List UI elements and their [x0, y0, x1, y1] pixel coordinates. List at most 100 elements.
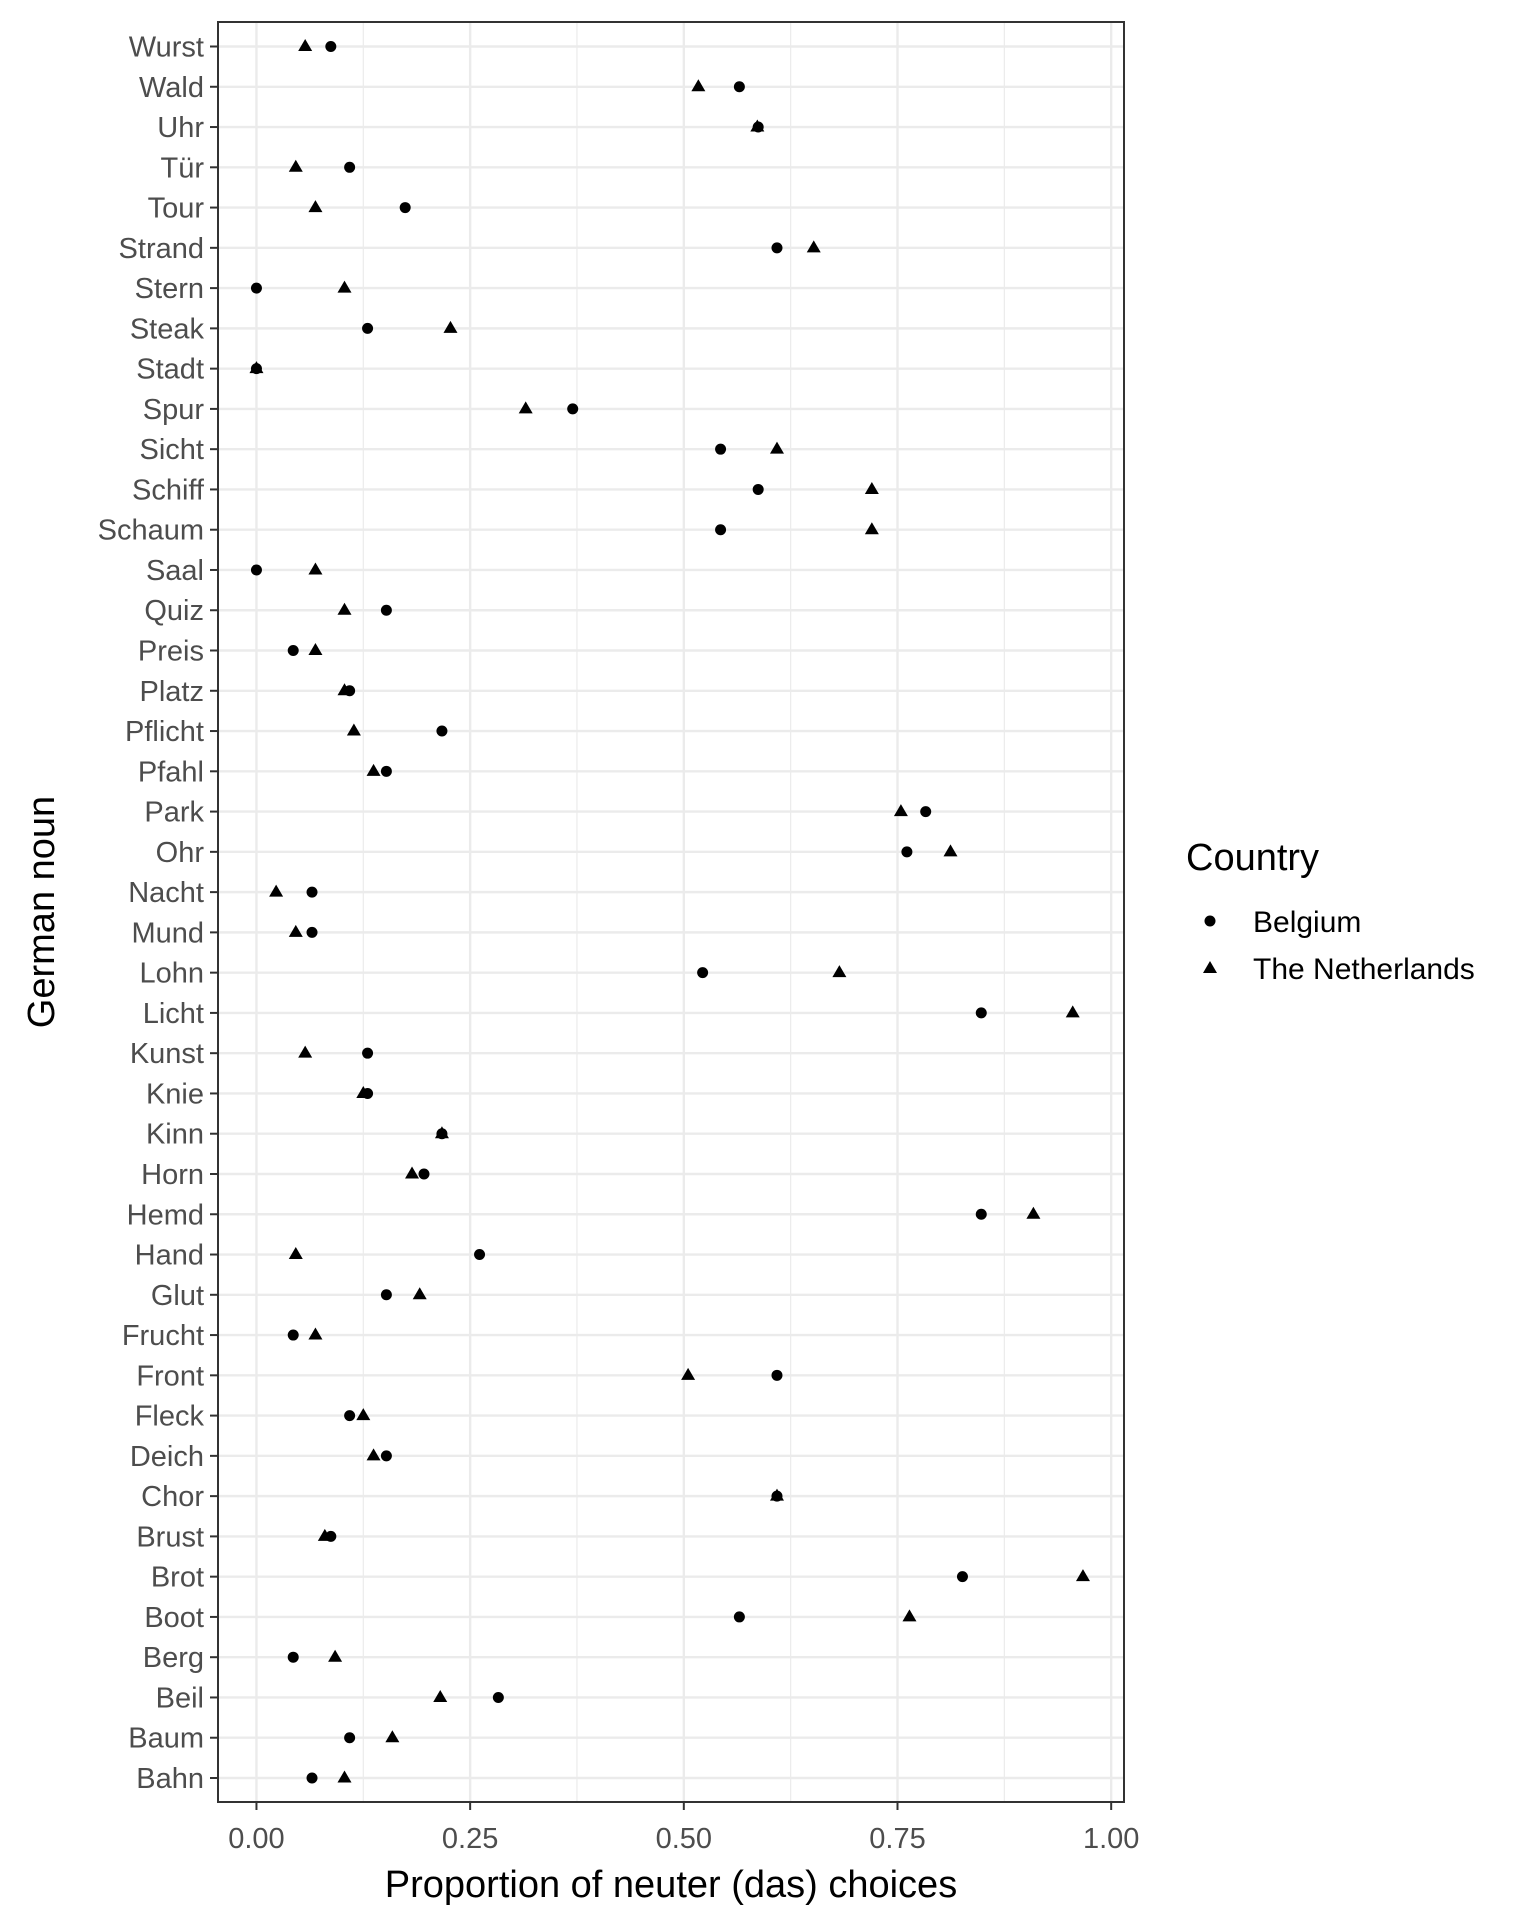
y-tick-label: Spur — [143, 394, 205, 426]
point-belgium — [250, 282, 262, 294]
y-tick-label: Baum — [128, 1723, 204, 1755]
point-netherlands — [328, 1649, 343, 1662]
y-tick-label: Uhr — [157, 112, 204, 144]
point-netherlands — [443, 320, 458, 333]
point-belgium — [733, 1611, 745, 1623]
point-netherlands — [317, 1528, 332, 1541]
x-tick-label: 0.50 — [656, 1823, 712, 1855]
point-belgium — [436, 725, 448, 737]
point-netherlands — [249, 361, 264, 374]
legend-label-netherlands: The Netherlands — [1253, 953, 1475, 986]
point-belgium — [715, 524, 727, 536]
point-belgium — [250, 564, 262, 576]
y-tick-label: Beil — [156, 1682, 204, 1714]
point-netherlands — [433, 1689, 448, 1702]
y-tick-label: Horn — [141, 1159, 204, 1191]
point-netherlands — [337, 1770, 352, 1783]
y-tick-label: Strand — [119, 233, 204, 265]
y-tick-label: Schaum — [98, 515, 204, 547]
point-belgium — [752, 483, 764, 495]
point-belgium — [287, 1329, 299, 1341]
y-tick-label: Kunst — [130, 1038, 204, 1070]
point-netherlands — [902, 1609, 917, 1622]
y-tick-label: Schiff — [132, 474, 205, 506]
y-tick-label: Knie — [146, 1078, 204, 1110]
point-belgium — [362, 322, 374, 334]
point-belgium — [344, 1410, 356, 1422]
y-tick-label: Fleck — [135, 1401, 205, 1433]
point-belgium — [344, 1732, 356, 1744]
point-netherlands — [346, 723, 361, 736]
point-netherlands — [518, 401, 533, 414]
point-netherlands — [298, 1045, 313, 1058]
y-tick-label: Platz — [140, 676, 204, 708]
y-tick-label: Hand — [135, 1240, 204, 1272]
x-tick-label: 1.00 — [1083, 1823, 1139, 1855]
point-belgium — [380, 765, 392, 777]
point-belgium — [344, 161, 356, 173]
plot-panel-background — [218, 22, 1124, 1802]
y-tick-label: Front — [136, 1360, 204, 1392]
point-belgium — [306, 926, 318, 938]
y-tick-label: Park — [144, 797, 204, 829]
point-netherlands — [893, 804, 908, 817]
point-belgium — [697, 967, 709, 979]
point-netherlands — [356, 1085, 371, 1098]
point-netherlands — [269, 884, 284, 897]
point-belgium — [380, 604, 392, 616]
point-belgium — [325, 41, 337, 52]
point-netherlands — [385, 1730, 400, 1743]
y-tick-label: Lohn — [139, 958, 204, 990]
y-tick-label: Quiz — [144, 595, 204, 627]
point-netherlands — [308, 1327, 323, 1340]
legend-key-netherlands-triangle — [1203, 961, 1217, 973]
legend: Country Belgium The Netherlands — [1186, 837, 1475, 986]
point-netherlands — [356, 1408, 371, 1421]
point-netherlands — [1075, 1569, 1090, 1582]
point-netherlands — [288, 159, 303, 172]
point-belgium — [771, 242, 783, 254]
point-netherlands — [769, 441, 784, 454]
point-belgium — [380, 1450, 392, 1462]
y-tick-label: Preis — [138, 636, 204, 668]
point-belgium — [733, 81, 745, 93]
y-tick-label: Hemd — [127, 1199, 204, 1231]
y-tick-label: Chor — [141, 1481, 204, 1513]
point-belgium — [956, 1571, 968, 1583]
y-tick-label: Stadt — [136, 354, 204, 386]
x-tick-label: 0.75 — [869, 1823, 925, 1855]
x-tick-label: 0.00 — [228, 1823, 284, 1855]
point-belgium — [975, 1007, 987, 1019]
x-axis-title: Proportion of neuter (das) choices — [385, 1864, 957, 1906]
y-tick-label: Tür — [161, 152, 205, 184]
y-tick-label: Bahn — [136, 1763, 204, 1795]
y-axis: Wurst Wald Uhr Tür Tour Strand Stern Steak Stadt… — [98, 32, 218, 1795]
plot-panel-border — [217, 21, 1125, 1803]
point-netherlands — [681, 1367, 696, 1380]
point-netherlands — [298, 39, 313, 51]
y-tick-label: Saal — [146, 555, 204, 587]
point-netherlands — [412, 1287, 427, 1300]
point-netherlands — [288, 924, 303, 937]
point-netherlands — [366, 1448, 381, 1461]
point-belgium — [287, 1651, 299, 1663]
y-tick-label: Berg — [143, 1642, 204, 1674]
point-netherlands — [308, 200, 323, 213]
point-netherlands — [405, 1166, 420, 1179]
y-tick-label: Boot — [144, 1602, 204, 1634]
data-marks — [249, 39, 1090, 1784]
point-netherlands — [864, 522, 879, 535]
x-axis: 0.00 0.25 0.50 0.75 1.00 — [228, 1802, 1139, 1855]
y-axis-title: German noun — [21, 796, 63, 1028]
point-belgium — [492, 1691, 504, 1703]
point-netherlands — [308, 643, 323, 656]
point-netherlands — [806, 240, 821, 253]
point-netherlands — [337, 683, 352, 696]
y-tick-label: Ohr — [156, 837, 205, 869]
y-tick-label: Licht — [143, 998, 204, 1030]
y-tick-label: Sicht — [140, 434, 204, 466]
point-belgium — [715, 443, 727, 455]
point-netherlands — [769, 1488, 784, 1501]
y-tick-label: Nacht — [128, 877, 204, 909]
point-netherlands — [337, 602, 352, 615]
